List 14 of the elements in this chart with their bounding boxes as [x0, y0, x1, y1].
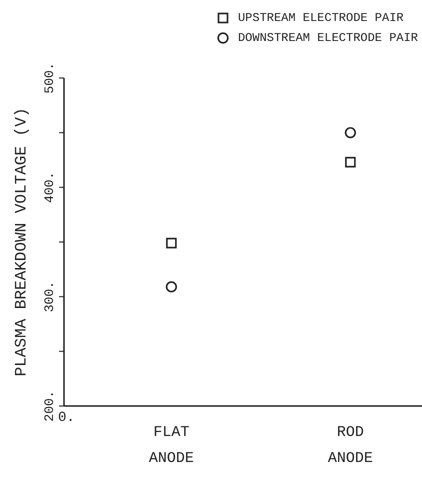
y-axis-title: PLASMA BREAKDOWN VOLTAGE (V) [12, 108, 31, 376]
point [166, 238, 177, 248]
point [344, 127, 356, 138]
y-tick-label: 500. [42, 62, 57, 94]
text: 0. [58, 410, 75, 426]
point [345, 156, 356, 168]
y-tick-label: 300. [42, 281, 57, 312]
legend-label: DOWNSTREAM ELECTRODE PAIR [238, 31, 418, 45]
x-tick-label: FLAT ANODE [148, 424, 194, 467]
point [166, 281, 177, 292]
y-tick-label: 200. [42, 390, 57, 422]
legend-label: UPSTREAM ELECTRODE PAIR [238, 11, 404, 25]
y-tick-label: 400. [42, 172, 57, 203]
x-tick-label: ROD ANODE [328, 424, 373, 467]
